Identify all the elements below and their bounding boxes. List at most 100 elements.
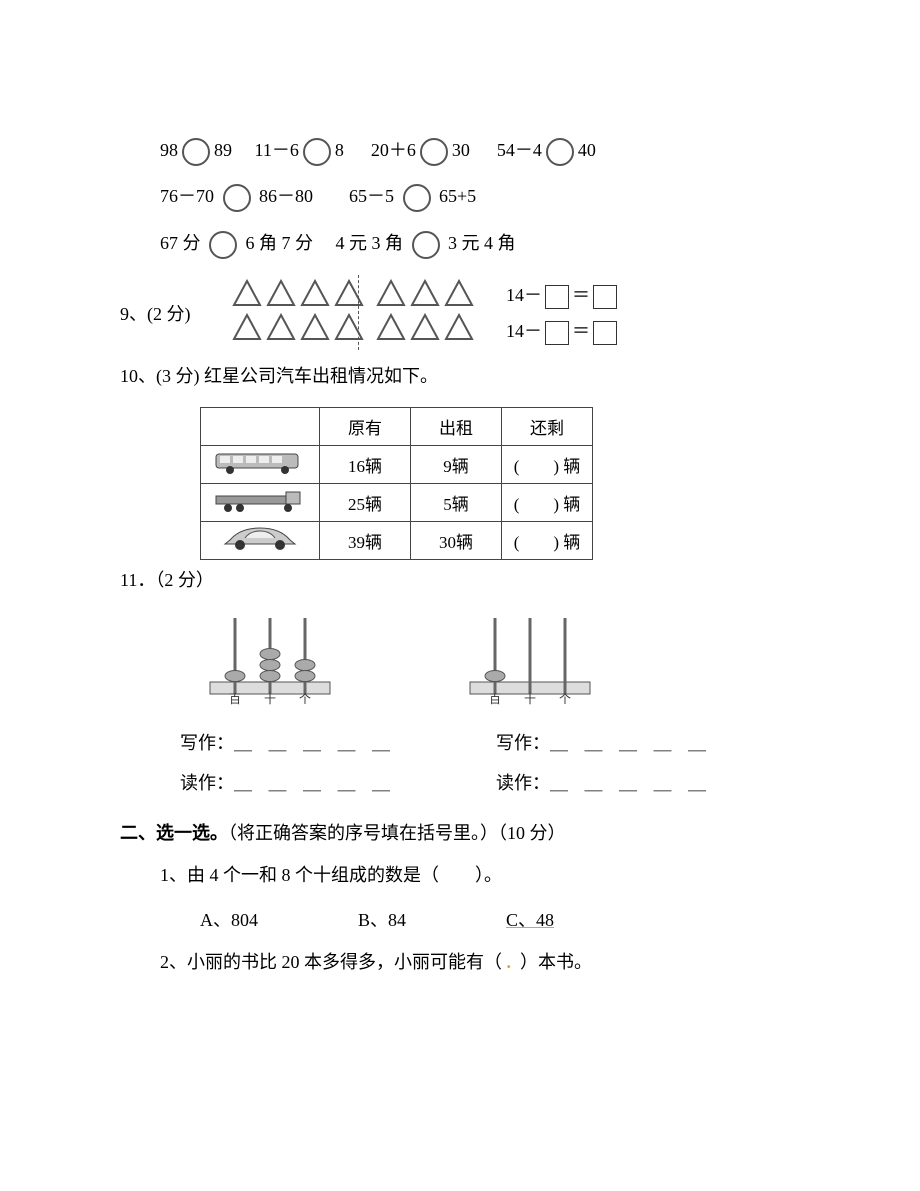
cmp-3c: 4 元 3 角: [336, 233, 404, 253]
cell-original: 39辆: [320, 521, 411, 559]
table-row: 16辆 9辆 ( ) 辆: [201, 445, 593, 483]
triangle-icon: [410, 279, 440, 313]
circle-blank: [223, 184, 251, 212]
s2-q1-options: A、804 B、84 C、48: [200, 906, 860, 932]
circle-blank: [182, 138, 210, 166]
triangle-icon: [410, 313, 440, 347]
cell-left: ( ) 辆: [502, 521, 593, 559]
triangle-icon: [300, 279, 330, 313]
svg-text:个: 个: [299, 692, 311, 706]
s2-q1-text: 1、由 4 个一和 8 个十组成的数是（ ）。: [160, 865, 502, 885]
cmp-1b: 89: [214, 140, 232, 160]
s2-q2: 2、小丽的书比 20 本多得多，小丽可能有（ . ）本书。: [160, 946, 860, 978]
question-10: 10、(3 分) 红星公司汽车出租情况如下。: [120, 360, 860, 392]
cmp-1g: 54－4: [497, 140, 542, 160]
triangle-icon: [444, 279, 474, 313]
triangle-icon: [232, 313, 262, 347]
cell-left: ( ) 辆: [502, 483, 593, 521]
cmp-1c: 11－6: [255, 140, 299, 160]
triangle-icon: [334, 313, 364, 347]
triangle-icon: [334, 279, 364, 313]
square-blank: [545, 321, 569, 345]
q11-label: 11．（2 分）: [120, 570, 214, 590]
cell-rented: 30辆: [411, 521, 502, 559]
read-row: 读作：＿ ＿ ＿ ＿ ＿ 读作：＿ ＿ ＿ ＿ ＿: [180, 769, 860, 795]
question-11: 11．（2 分）: [120, 564, 860, 596]
svg-text:个: 个: [559, 692, 571, 706]
s2-q2-text-b: ）本书。: [520, 952, 592, 972]
q9-eq1: 14－＝: [506, 281, 620, 309]
compare-row-1: 98 89 11－6 8 20＋6 30 54－4 40: [160, 134, 860, 166]
q10-label: 10、(3 分) 红星公司汽车出租情况如下。: [120, 366, 438, 386]
cell-rented: 9辆: [411, 445, 502, 483]
car-icon: [210, 524, 310, 557]
cell-original: 16辆: [320, 445, 411, 483]
opt-a: A、804: [200, 906, 258, 932]
section-2-title: 二、选一选。: [120, 823, 228, 843]
circle-blank: [209, 231, 237, 259]
cmp-3a: 67 分: [160, 233, 201, 253]
square-blank: [545, 285, 569, 309]
read-1: 读作：＿ ＿ ＿ ＿ ＿: [180, 769, 396, 795]
circle-blank: [420, 138, 448, 166]
circle-blank: [303, 138, 331, 166]
rental-table: 原有 出租 还剩 16辆 9辆 ( ) 辆 25辆 5辆 ( ) 辆 39辆 3…: [200, 407, 593, 560]
cell-original: 25辆: [320, 483, 411, 521]
cmp-1f: 30: [452, 140, 470, 160]
section-2-sub: （将正确答案的序号填在括号里。）（10 分）: [228, 823, 566, 843]
abacus-row: 百十个 百十个: [200, 610, 860, 715]
section-2-header: 二、选一选。（将正确答案的序号填在括号里。）（10 分）: [120, 819, 860, 845]
triangle-icon: [376, 313, 406, 347]
table-header-row: 原有 出租 还剩: [201, 407, 593, 445]
opt-b: B、84: [358, 906, 406, 932]
square-blank: [593, 321, 617, 345]
circle-blank: [412, 231, 440, 259]
cmp-2a: 76－70: [160, 186, 214, 206]
th-left: 还剩: [502, 407, 593, 445]
vehicle-cell: [201, 445, 320, 483]
th-rented: 出租: [411, 407, 502, 445]
dashed-separator: [358, 275, 359, 350]
triangle-icon: [376, 279, 406, 313]
vehicle-cell: [201, 483, 320, 521]
compare-row-3: 67 分 6 角 7 分 4 元 3 角 3 元 4 角: [160, 227, 860, 259]
write-2: 写作：＿ ＿ ＿ ＿ ＿: [496, 729, 712, 755]
triangle-icon: [300, 313, 330, 347]
abacus-2: 百十个: [460, 610, 600, 715]
circle-blank: [546, 138, 574, 166]
triangle-icon: [266, 313, 296, 347]
svg-text:百: 百: [489, 692, 501, 706]
q9-eq2: 14－＝: [506, 317, 620, 345]
cell-rented: 5辆: [411, 483, 502, 521]
write-row: 写作：＿ ＿ ＿ ＿ ＿ 写作：＿ ＿ ＿ ＿ ＿: [180, 729, 860, 755]
cmp-2c: 65－5: [349, 186, 394, 206]
table-row: 25辆 5辆 ( ) 辆: [201, 483, 593, 521]
cmp-1d: 8: [335, 140, 344, 160]
cmp-3b: 6 角 7 分: [246, 233, 314, 253]
s2-q1: 1、由 4 个一和 8 个十组成的数是（ ）。: [160, 859, 860, 891]
q9-equations: 14－＝ 14－＝: [506, 281, 620, 345]
s2-q2-text-a: 2、小丽的书比 20 本多得多，小丽可能有（: [160, 952, 502, 972]
svg-text:十: 十: [264, 692, 276, 706]
cmp-2b: 86－80: [259, 186, 313, 206]
cmp-1a: 98: [160, 140, 178, 160]
th-original: 原有: [320, 407, 411, 445]
compare-row-2: 76－70 86－80 65－5 65+5: [160, 180, 860, 212]
cmp-3d: 3 元 4 角: [448, 233, 516, 253]
write-1: 写作：＿ ＿ ＿ ＿ ＿: [180, 729, 396, 755]
abacus-1: 百十个: [200, 610, 340, 715]
triangle-icon: [444, 313, 474, 347]
svg-text:百: 百: [229, 692, 241, 706]
triangle-icon: [266, 279, 296, 313]
svg-text:十: 十: [524, 692, 536, 706]
question-9: 9、(2 分) 14－＝ 14－＝: [120, 279, 860, 346]
cmp-1h: 40: [578, 140, 596, 160]
square-blank: [593, 285, 617, 309]
triangle-diagram: [230, 279, 476, 346]
th-blank: [201, 407, 320, 445]
cmp-1e: 20＋6: [371, 140, 416, 160]
opt-c: C、48: [506, 906, 554, 932]
cell-left: ( ) 辆: [502, 445, 593, 483]
table-row: 39辆 30辆 ( ) 辆: [201, 521, 593, 559]
vehicle-cell: [201, 521, 320, 559]
